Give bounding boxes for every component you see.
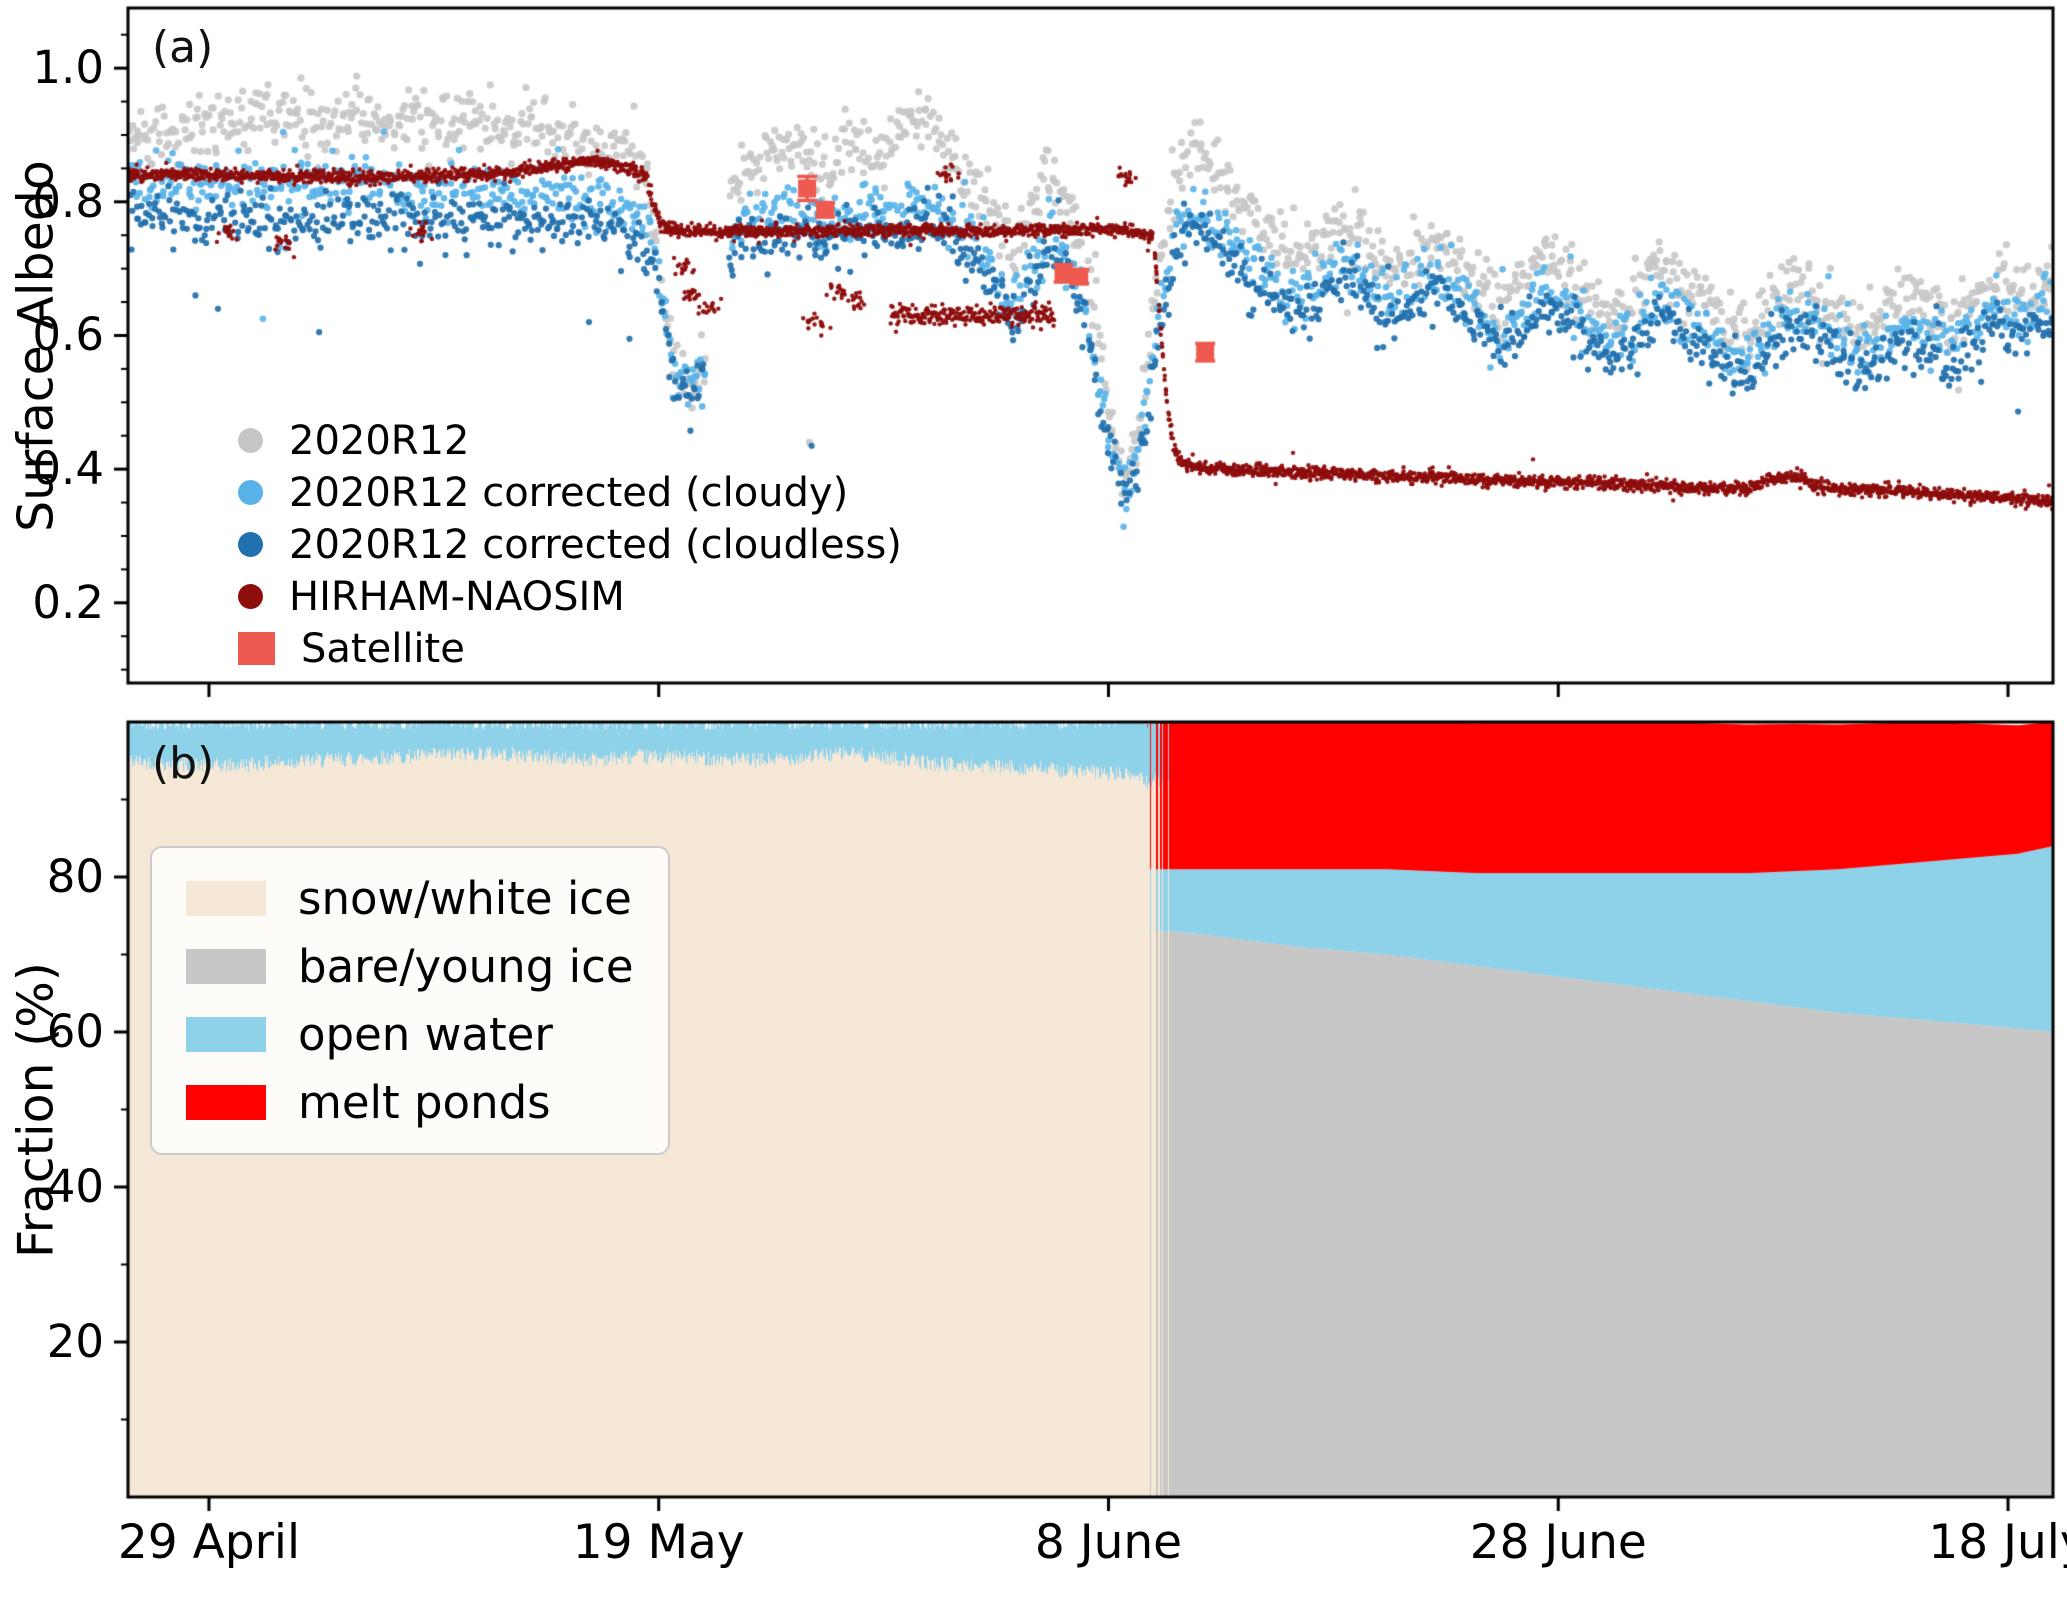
x-axis-tick-8-june: 8 June [1034, 1515, 1183, 1570]
open-water-swatch-icon [186, 1017, 266, 1052]
legend-b-item-snow-white-ice: snow/white ice [186, 872, 634, 925]
panel-b-ytick-40: 40 [46, 1160, 104, 1213]
x-axis-tick-28-june: 28 June [1469, 1515, 1647, 1570]
panel-a-ytick-0.8: 0.8 [32, 174, 104, 228]
panel-a-ytick-0.4: 0.4 [32, 442, 104, 496]
panel-b-ytick-20: 20 [46, 1315, 104, 1368]
legend-a-item-2020r12-corrected-cloudy: 2020R12 corrected (cloudy) [238, 469, 902, 516]
panel-a-ytick-0.6: 0.6 [32, 308, 104, 362]
legend-a-label-satellite: Satellite [301, 625, 465, 672]
legend-b-item-bare-young-ice: bare/young ice [186, 940, 634, 993]
legend-b-label-melt-ponds: melt ponds [298, 1076, 551, 1129]
hirham-naosim-marker-icon [238, 584, 263, 609]
2020r12-corrected-cloudless-marker-icon [238, 532, 263, 557]
melt-ponds-swatch-icon [186, 1085, 266, 1120]
bare-young-ice-swatch-icon [186, 949, 266, 984]
legend-b-item-open-water: open water [186, 1008, 634, 1061]
legend-b-label-bare-young-ice: bare/young ice [298, 940, 634, 993]
panel-b-label: (b) [152, 738, 215, 789]
legend-a-item-hirham-naosim: HIRHAM-NAOSIM [238, 573, 902, 620]
legend-b-label-snow-white-ice: snow/white ice [298, 872, 632, 925]
x-axis-tick-19-may: 19 May [572, 1515, 745, 1570]
legend-a-item-2020r12: 2020R12 [238, 417, 902, 464]
satellite-marker-icon [238, 632, 275, 665]
panel-b-legend: snow/white ice bare/young ice open water me… [150, 846, 670, 1155]
legend-a-label-hirham-naosim: HIRHAM-NAOSIM [289, 573, 625, 620]
legend-a-label-2020r12-corrected-cloudy: 2020R12 corrected (cloudy) [289, 469, 849, 516]
2020r12-corrected-cloudy-marker-icon [238, 480, 263, 505]
x-axis-tick-29-april: 29 April [117, 1515, 301, 1570]
legend-b-label-open-water: open water [298, 1008, 553, 1061]
legend-a-item-2020r12-corrected-cloudless: 2020R12 corrected (cloudless) [238, 521, 902, 568]
snow-white-ice-swatch-icon [186, 881, 266, 916]
legend-a-label-2020r12-corrected-cloudless: 2020R12 corrected (cloudless) [289, 521, 902, 568]
panel-a-legend: 2020R12 2020R12 corrected (cloudy) 2020R12… [238, 417, 902, 672]
legend-b-item-melt-ponds: melt ponds [186, 1076, 634, 1129]
x-axis-tick-18-july: 18 July [1928, 1515, 2067, 1570]
legend-a-label-2020r12: 2020R12 [289, 417, 470, 464]
panel-a-ytick-0.2: 0.2 [32, 575, 104, 629]
panel-a-label: (a) [152, 22, 214, 73]
panel-a-ytick-1.0: 1.0 [32, 41, 104, 95]
panel-b-ytick-80: 80 [46, 850, 104, 903]
legend-a-item-satellite: Satellite [238, 625, 902, 672]
2020r12-marker-icon [238, 428, 263, 453]
panel-b-ytick-60: 60 [46, 1005, 104, 1058]
